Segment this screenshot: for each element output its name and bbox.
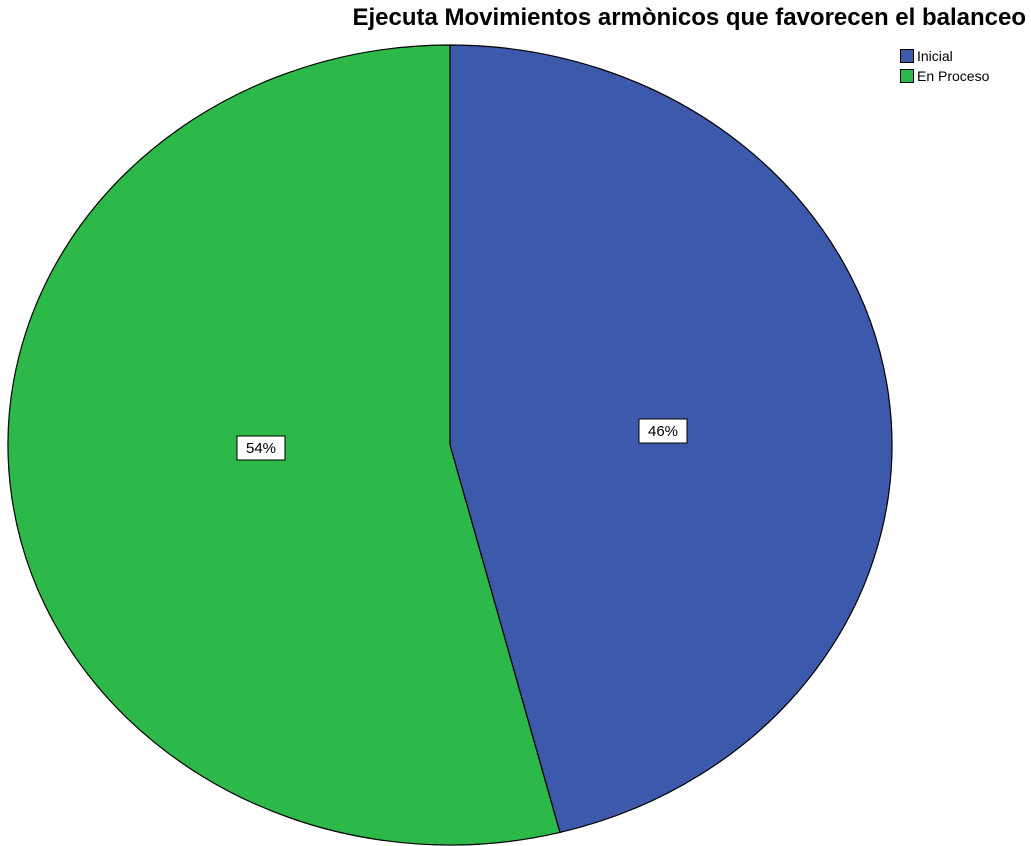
legend-item-inicial: Inicial <box>900 46 989 66</box>
legend-item-en-proceso: En Proceso <box>900 66 989 86</box>
data-label-text: 54% <box>246 440 276 457</box>
data-label-inicial: 46% <box>638 418 688 444</box>
legend-label-en-proceso: En Proceso <box>917 68 990 84</box>
data-label-box <box>638 418 688 444</box>
data-label-en-proceso: 54% <box>236 435 286 461</box>
legend-swatch-inicial <box>900 49 914 63</box>
legend-label-inicial: Inicial <box>917 48 953 64</box>
data-label-box <box>236 435 286 461</box>
legend-swatch-en-proceso <box>900 69 914 83</box>
legend: Inicial En Proceso <box>900 46 989 86</box>
data-label-text: 46% <box>648 423 678 440</box>
chart-title: Ejecuta Movimientos armònicos que favore… <box>352 4 1026 31</box>
